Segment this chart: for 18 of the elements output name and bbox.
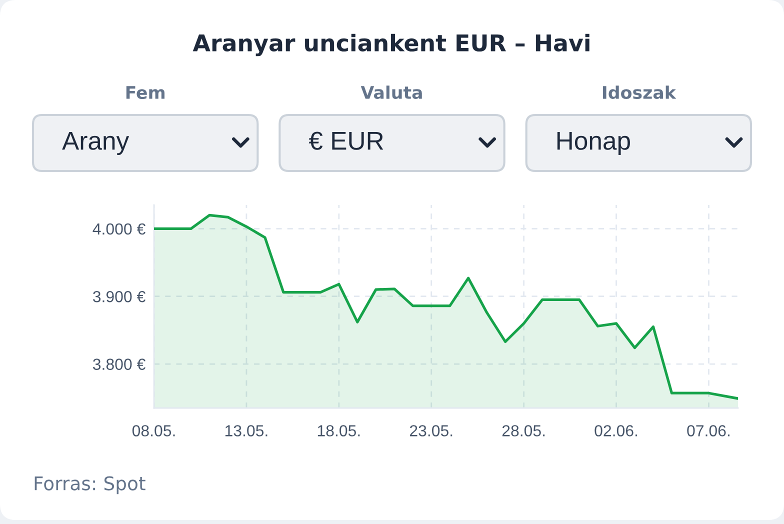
x-tick-label: 18.05. [318,425,360,436]
x-tick-label: 28.05. [502,425,545,436]
y-tick-label: 4.000 € [92,223,146,235]
text: Valuta [360,86,422,100]
x-tick-label: 23.05. [410,425,452,436]
chart-title: Aranyar unciankent EUR – Havi [192,34,590,56]
x-tick-label: 07.06. [687,425,730,436]
x-tick-label: 08.05. [132,425,175,436]
y-tick-label: 3.900 € [92,290,146,302]
text: Forras: Spot [34,476,146,494]
x-tick-label: 13.05. [225,425,268,436]
y-tick-label: 3.800 € [92,358,146,370]
text: Arany [62,132,130,155]
x-tick-label: 02.06. [594,425,638,436]
text: € EUR [308,132,384,150]
text: Fem [126,86,164,100]
text: Honap [557,132,630,155]
text: Idoszak [603,86,676,100]
